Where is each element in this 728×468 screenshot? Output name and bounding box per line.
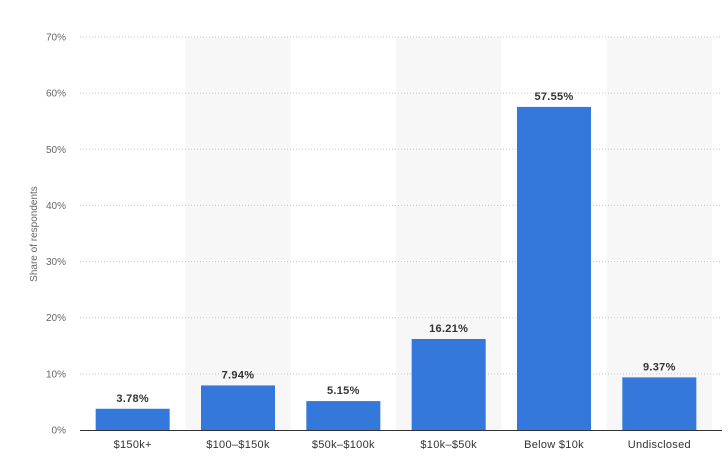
- bar: [95, 408, 170, 430]
- x-tick-label: $100–$150k: [206, 439, 270, 451]
- y-axis-tick-labels: 0% 10% 20% 30% 40% 50% 60% 70%: [46, 33, 66, 437]
- bar: [517, 106, 591, 430]
- value-label: 7.94%: [222, 369, 255, 381]
- value-label: 57.55%: [534, 91, 573, 103]
- bar: [201, 385, 275, 430]
- background-band: [606, 37, 712, 430]
- x-tick-label: $50k–$100k: [312, 439, 375, 451]
- y-tick-label: 70%: [46, 33, 66, 44]
- y-tick-label: 40%: [46, 201, 66, 212]
- gridlines: [80, 36, 722, 375]
- bar: [411, 338, 486, 430]
- background-band: [185, 37, 291, 430]
- y-tick-label: 20%: [46, 313, 66, 324]
- y-tick-label: 10%: [46, 369, 66, 380]
- value-label: 3.78%: [116, 393, 149, 405]
- x-axis-tick-labels: $150k+ $100–$150k $50k–$100k $10k–$50k Below…: [114, 439, 691, 451]
- bars: [95, 106, 697, 430]
- value-label: 5.15%: [327, 385, 360, 397]
- y-tick-label: 0%: [52, 426, 67, 437]
- x-tick-label: $10k–$50k: [420, 439, 477, 451]
- value-label: 16.21%: [429, 323, 468, 335]
- background-bands: [185, 37, 712, 430]
- y-tick-label: 50%: [46, 145, 66, 156]
- value-labels: 3.78% 7.94% 5.15% 16.21% 57.55% 9.37%: [116, 91, 675, 405]
- value-label: 9.37%: [643, 361, 676, 373]
- y-tick-label: 30%: [46, 257, 66, 268]
- x-tick-label: Undisclosed: [628, 439, 691, 451]
- bar: [622, 377, 697, 430]
- y-tick-label: 60%: [46, 89, 66, 100]
- x-tick-label: Below $10k: [524, 439, 584, 451]
- y-axis-title: Share of respondents: [29, 186, 40, 282]
- bar: [306, 401, 381, 430]
- x-tick-label: $150k+: [114, 439, 152, 451]
